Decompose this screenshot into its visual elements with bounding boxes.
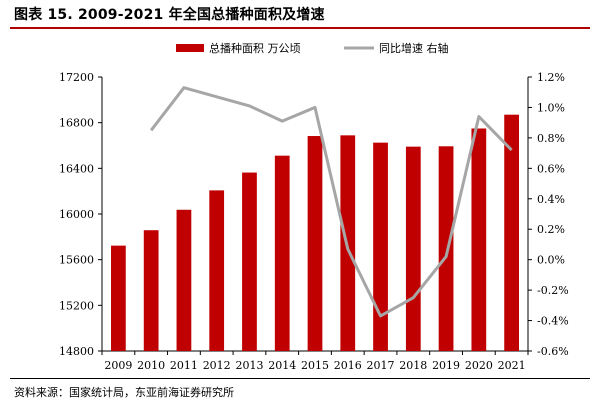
x-tick-label: 2015 — [301, 359, 329, 372]
x-tick-label: 2021 — [498, 359, 526, 372]
legend: 总播种面积 万公顷 同比增速 右轴 — [176, 41, 449, 55]
line-series — [149, 86, 513, 318]
source-note: 资料来源：国家统计局，东亚前海证券研究所 — [14, 386, 234, 399]
bar — [438, 146, 454, 351]
source-divider — [10, 378, 590, 379]
right-tick-label: 0.4% — [537, 193, 565, 206]
x-tick-label: 2011 — [170, 359, 198, 372]
bar — [209, 190, 225, 351]
bar — [373, 142, 388, 351]
x-tick-label: 2020 — [465, 359, 493, 372]
right-tick-label: -0.2% — [537, 284, 569, 297]
x-tick-label: 2010 — [137, 359, 165, 372]
left-tick-label: 16800 — [59, 117, 94, 130]
left-tick-label: 15200 — [59, 299, 94, 312]
right-tick-label: 1.0% — [537, 101, 565, 114]
left-tick-label: 14800 — [59, 345, 94, 358]
growth-line — [149, 86, 513, 318]
x-tick-label: 2014 — [268, 359, 296, 372]
right-tick-label: 0.0% — [537, 254, 565, 267]
title-divider — [10, 27, 590, 29]
x-tick-label: 2017 — [367, 359, 395, 372]
x-tick-label: 2019 — [432, 359, 460, 372]
bar — [242, 172, 257, 351]
bar — [176, 209, 192, 351]
chart-title: 图表 15. 2009-2021 年全国总播种面积及增速 — [14, 7, 325, 23]
left-tick-label: 16400 — [59, 162, 94, 175]
left-tick-label: 15600 — [59, 254, 94, 267]
bar — [405, 146, 421, 351]
legend-line-label: 同比增速 右轴 — [379, 41, 449, 55]
bar — [504, 114, 519, 351]
bar — [307, 136, 323, 351]
x-tick-label: 2016 — [334, 359, 362, 372]
x-tick-label: 2013 — [235, 359, 263, 372]
right-tick-label: -0.6% — [537, 345, 569, 358]
right-tick-label: -0.4% — [537, 315, 569, 328]
x-tick-label: 2018 — [399, 359, 427, 372]
right-tick-label: 0.2% — [537, 223, 565, 236]
legend-bar-swatch — [176, 44, 204, 52]
bar-series — [111, 114, 519, 351]
x-tick-label: 2012 — [203, 359, 231, 372]
bar — [143, 230, 159, 351]
left-tick-label: 17200 — [59, 71, 94, 84]
left-tick-label: 16000 — [59, 208, 94, 221]
axes: 17200 16800 16400 16000 15600 15200 14800 1.2% 1… — [59, 71, 569, 372]
right-tick-label: 0.8% — [537, 132, 565, 145]
bar — [111, 245, 126, 351]
right-tick-label: 0.6% — [537, 162, 565, 175]
bar — [471, 128, 487, 351]
x-tick-label: 2009 — [104, 359, 132, 372]
bar — [274, 155, 290, 351]
legend-bar-label: 总播种面积 万公顷 — [209, 41, 301, 55]
right-tick-label: 1.2% — [537, 71, 565, 84]
